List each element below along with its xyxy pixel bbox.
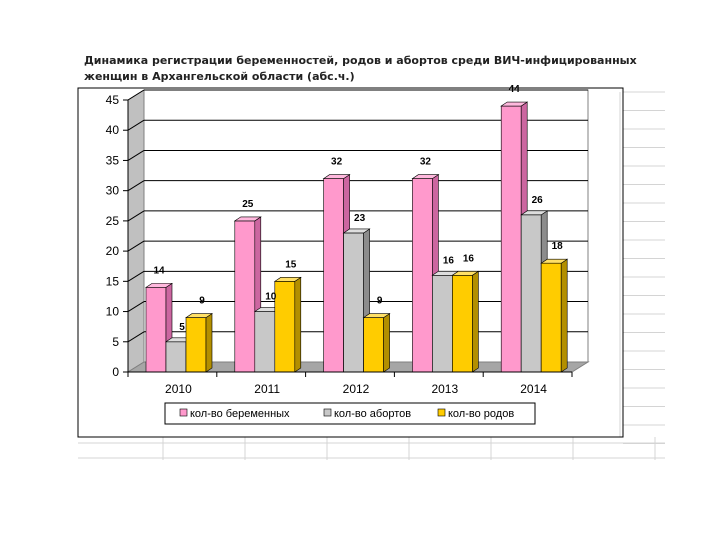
legend-swatch <box>437 408 446 417</box>
chart-title-line-2: женщин в Архангельской области (абс.ч.) <box>84 70 355 83</box>
data-label: 32 <box>331 157 343 168</box>
y-tick-label: 35 <box>106 153 120 167</box>
data-label: 32 <box>420 157 432 168</box>
data-label: 16 <box>443 255 455 266</box>
legend-entry: кол-во абортов <box>323 408 411 420</box>
x-axis-categories: 2010 2011 2012 2013 2014 <box>127 371 573 396</box>
data-labels: 14 5 9 25 10 15 32 23 9 32 16 16 44 26 18 <box>153 84 563 333</box>
bar <box>165 337 193 373</box>
data-label: 9 <box>377 296 383 307</box>
data-label: 23 <box>354 213 366 224</box>
bar <box>273 276 302 373</box>
data-label: 25 <box>242 199 254 210</box>
data-label: 10 <box>265 292 277 303</box>
data-label: 26 <box>532 195 544 206</box>
bar <box>185 313 213 373</box>
legend-entry: кол-во беременных <box>179 408 290 420</box>
y-axis-ticks: 0 5 10 15 20 25 30 35 40 45 <box>106 93 129 379</box>
y-tick-label: 25 <box>106 214 120 228</box>
y-tick-label: 20 <box>106 244 120 258</box>
data-label: 5 <box>179 322 185 333</box>
bar <box>451 270 480 373</box>
chart-title: Динамика регистрации беременностей, родо… <box>84 53 644 85</box>
x-tick-label: 2013 <box>431 382 458 396</box>
legend-label: кол-во беременных <box>190 408 290 420</box>
y-tick-label: 5 <box>112 335 119 349</box>
data-label: 44 <box>509 84 521 95</box>
bar <box>362 313 391 373</box>
legend-label: кол-во абортов <box>334 408 411 420</box>
spreadsheet-grid <box>78 91 665 460</box>
data-label: 14 <box>153 265 165 276</box>
x-tick-label: 2010 <box>165 382 192 396</box>
y-tick-label: 15 <box>106 274 120 288</box>
y-tick-label: 40 <box>106 123 120 137</box>
y-tick-label: 0 <box>112 365 119 379</box>
data-label: 18 <box>552 241 564 252</box>
chart-title-line-1: Динамика регистрации беременностей, родо… <box>84 54 637 67</box>
side-wall <box>127 89 145 373</box>
y-tick-label: 45 <box>106 93 120 107</box>
bar <box>540 258 569 373</box>
legend-swatch <box>323 408 332 417</box>
legend-label: кол-во родов <box>448 408 514 420</box>
y-tick-label: 30 <box>106 184 120 198</box>
data-label: 9 <box>199 296 205 307</box>
legend-box <box>164 402 536 425</box>
legend-swatch <box>179 408 188 417</box>
data-label: 16 <box>463 253 475 264</box>
data-label: 15 <box>285 259 297 270</box>
y-tick-label: 10 <box>106 305 120 319</box>
x-tick-label: 2011 <box>254 382 280 396</box>
bars <box>145 101 569 373</box>
x-tick-label: 2014 <box>520 382 547 396</box>
chart-frame <box>77 87 624 438</box>
legend: кол-во беременных кол-во абортов кол-во ро… <box>164 402 536 425</box>
bar <box>342 228 371 373</box>
x-tick-label: 2012 <box>343 382 370 396</box>
legend-entry: кол-во родов <box>437 408 514 420</box>
